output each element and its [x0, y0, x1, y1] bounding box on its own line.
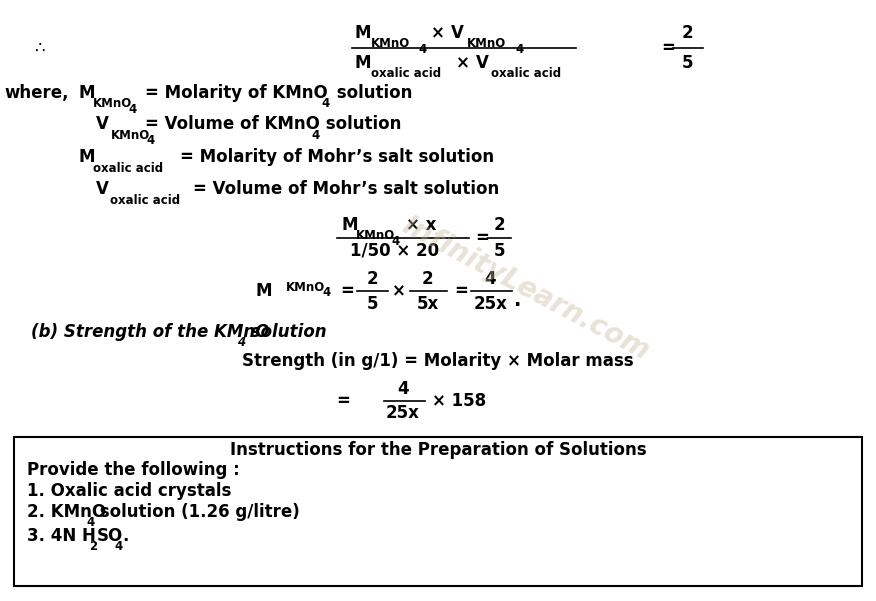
Text: 2: 2 — [421, 270, 434, 288]
Text: = Volume of Mohr’s salt solution: = Volume of Mohr’s salt solution — [193, 180, 499, 198]
Bar — [14, 437, 862, 586]
Text: KMnO: KMnO — [286, 281, 325, 294]
Text: = Molarity of Mohr’s salt solution: = Molarity of Mohr’s salt solution — [180, 148, 494, 166]
Text: M: M — [355, 24, 371, 42]
Text: KMnO: KMnO — [93, 97, 132, 111]
Text: 4: 4 — [322, 286, 330, 299]
Text: 4: 4 — [312, 129, 320, 142]
Text: oxalic acid: oxalic acid — [110, 194, 180, 207]
Text: 4: 4 — [129, 103, 137, 116]
Text: 4: 4 — [321, 97, 329, 111]
Text: ×: × — [392, 282, 406, 300]
Text: 4: 4 — [237, 336, 245, 349]
Text: 4: 4 — [397, 380, 409, 398]
Text: ×: × — [456, 54, 470, 72]
Text: =: = — [476, 229, 490, 247]
Text: M: M — [255, 282, 272, 300]
Text: 3. 4N H: 3. 4N H — [27, 527, 96, 545]
Text: 5x: 5x — [416, 294, 439, 313]
Text: =: = — [454, 282, 468, 300]
Text: × 158: × 158 — [432, 392, 486, 410]
Text: M: M — [79, 148, 95, 166]
Text: 1/50 × 20: 1/50 × 20 — [350, 242, 439, 260]
Text: solution: solution — [331, 84, 413, 102]
Text: 2. KMnO: 2. KMnO — [27, 503, 106, 521]
Text: solution (1.26 g/litre): solution (1.26 g/litre) — [94, 503, 300, 521]
Text: solution: solution — [245, 323, 327, 341]
Text: 5: 5 — [682, 54, 694, 72]
Text: oxalic acid: oxalic acid — [491, 67, 562, 81]
Text: KMnO: KMnO — [110, 129, 150, 142]
Text: oxalic acid: oxalic acid — [93, 162, 163, 175]
Text: 1. Oxalic acid crystals: 1. Oxalic acid crystals — [27, 482, 231, 500]
Text: 4: 4 — [115, 540, 123, 554]
Text: 4: 4 — [392, 234, 399, 248]
Text: 2: 2 — [366, 270, 378, 288]
Text: SO: SO — [96, 527, 123, 545]
Text: 5: 5 — [366, 294, 378, 313]
Text: Strength (in g/1) = Molarity × Molar mass: Strength (in g/1) = Molarity × Molar mas… — [242, 352, 634, 370]
Text: KMnO: KMnO — [356, 229, 395, 242]
Text: oxalic acid: oxalic acid — [371, 67, 441, 81]
Text: M: M — [355, 54, 371, 72]
Text: 25x: 25x — [386, 404, 420, 423]
Text: V: V — [476, 54, 489, 72]
Text: × x: × x — [406, 216, 436, 234]
Text: 2: 2 — [493, 216, 505, 234]
Text: =: = — [336, 392, 350, 410]
Text: ∴: ∴ — [35, 39, 46, 57]
Text: (b) Strength of the KMnO: (b) Strength of the KMnO — [31, 323, 269, 341]
Text: InfinityLearn.com: InfinityLearn.com — [397, 212, 654, 365]
Text: 4: 4 — [515, 43, 523, 56]
Text: solution: solution — [320, 115, 401, 133]
Text: V: V — [451, 24, 464, 42]
Text: =: = — [340, 282, 354, 300]
Text: Provide the following :: Provide the following : — [27, 461, 240, 479]
Text: 4: 4 — [87, 516, 95, 529]
Text: .: . — [122, 527, 128, 545]
Text: =: = — [661, 39, 675, 57]
Text: = Volume of KMnO: = Volume of KMnO — [145, 115, 320, 133]
Text: ×: × — [431, 24, 445, 42]
Text: M: M — [342, 216, 358, 234]
Text: 5: 5 — [493, 242, 505, 260]
Text: where,: where, — [4, 84, 69, 102]
Text: Instructions for the Preparation of Solutions: Instructions for the Preparation of Solu… — [230, 441, 646, 459]
Text: 4: 4 — [484, 270, 497, 288]
Text: KMnO: KMnO — [467, 37, 506, 50]
Text: 25x: 25x — [474, 294, 507, 313]
Text: KMnO: KMnO — [371, 37, 410, 50]
Text: 4: 4 — [146, 134, 154, 147]
Text: .: . — [514, 291, 521, 310]
Text: 2: 2 — [682, 24, 694, 42]
Text: M: M — [79, 84, 95, 102]
Text: = Molarity of KMnO: = Molarity of KMnO — [145, 84, 328, 102]
Text: V: V — [96, 180, 110, 198]
Text: 2: 2 — [89, 540, 97, 554]
Text: V: V — [96, 115, 110, 133]
Text: 4: 4 — [419, 43, 427, 56]
